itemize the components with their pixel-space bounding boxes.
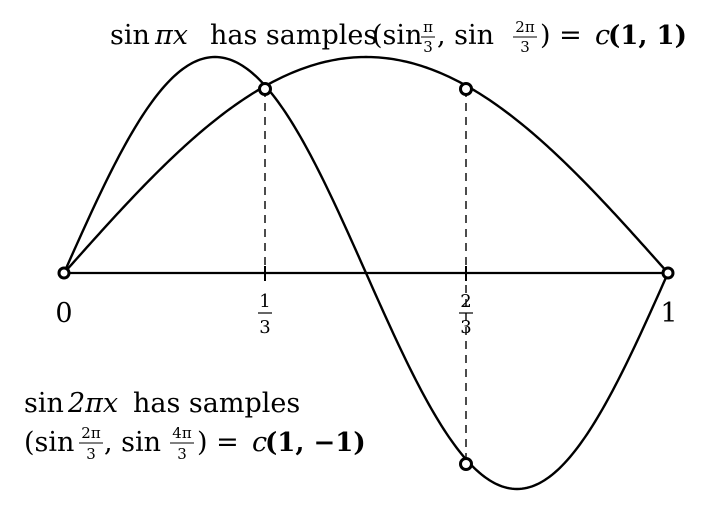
frac1-num: π <box>423 18 433 36</box>
caption-close: ) = <box>540 20 582 51</box>
curve-sin-2pi-x <box>62 55 670 491</box>
caption-fn: sin <box>110 20 150 51</box>
sample-point-one-third <box>258 82 272 96</box>
frac2-den: 3 <box>520 38 530 56</box>
frac2-num: 4π <box>172 424 192 442</box>
caption-c: c <box>252 427 267 458</box>
frac1-num: 2π <box>81 424 101 442</box>
fraction-numerator: 2 <box>460 291 471 312</box>
axis-label-one-third: 1 3 <box>258 291 272 338</box>
axis-label-one: 1 <box>660 298 677 329</box>
sample-point-origin <box>57 266 71 280</box>
fraction-numerator: 1 <box>259 291 270 312</box>
caption-text: has samples <box>133 388 300 419</box>
axis-label-zero: 0 <box>55 298 72 329</box>
frac2-den: 3 <box>177 445 187 463</box>
frac1-den: 3 <box>86 445 96 463</box>
caption-fn-arg: πx <box>154 20 188 51</box>
caption-mid: , sin <box>104 427 161 458</box>
curve-sin-pi-x <box>63 55 669 274</box>
bottom-caption: sin 2πx has samples (sin 2π 3 , sin 4π 3… <box>24 388 366 463</box>
caption-fn-arg: 2πx <box>67 388 118 419</box>
caption-mid: , sin <box>437 20 494 51</box>
sample-point-two-thirds-top <box>459 82 473 96</box>
fraction-denominator: 3 <box>259 317 270 338</box>
caption-vector: (1, −1) <box>265 428 366 458</box>
sample-point-end <box>661 266 675 280</box>
sample-point-two-thirds-bottom <box>459 457 473 471</box>
fraction-denominator: 3 <box>460 317 471 338</box>
frac2-num: 2π <box>515 18 535 36</box>
caption-close: ) = <box>197 427 239 458</box>
caption-fn: sin <box>24 388 64 419</box>
caption-open: (sin <box>24 427 74 458</box>
axis-label-two-thirds: 2 3 <box>459 291 473 338</box>
caption-vector: (1, 1) <box>608 21 687 51</box>
caption-text: has samples <box>210 20 377 51</box>
caption-c: c <box>595 20 610 51</box>
caption-open: (sin <box>372 20 422 51</box>
top-caption: sin πx has samples (sin π 3 , sin 2π 3 )… <box>110 18 687 56</box>
frac1-den: 3 <box>423 38 433 56</box>
